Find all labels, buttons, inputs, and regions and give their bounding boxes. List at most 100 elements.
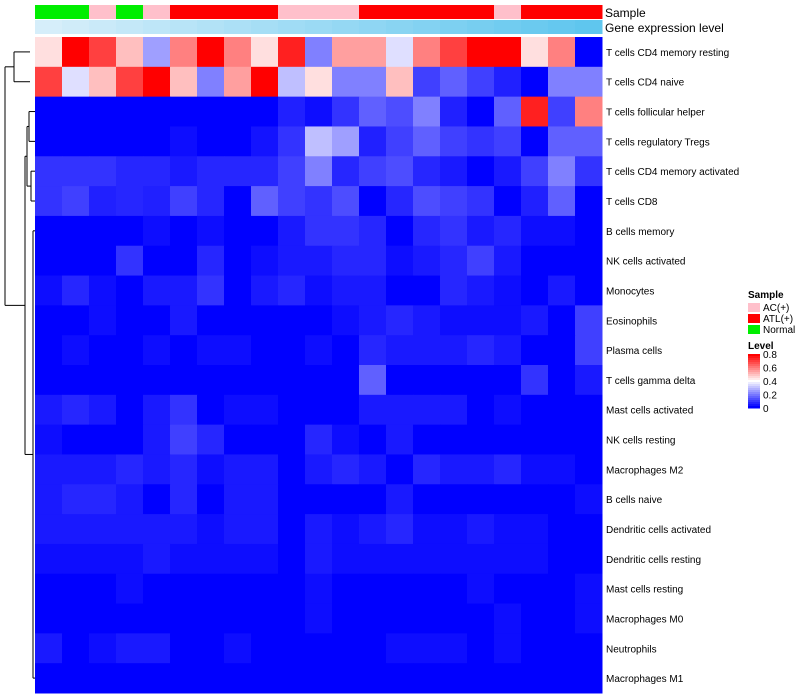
heatmap-cell bbox=[521, 156, 549, 187]
heatmap-cell bbox=[413, 96, 441, 127]
heatmap-cell bbox=[197, 663, 225, 694]
heatmap-cell bbox=[575, 633, 603, 664]
heatmap-cell bbox=[440, 633, 468, 664]
sample-annotation-cell bbox=[116, 5, 144, 19]
heatmap-cell bbox=[278, 543, 306, 575]
heatmap-cell bbox=[305, 156, 333, 187]
row-label: T cells regulatory Tregs bbox=[606, 137, 710, 148]
heatmap-cell bbox=[440, 484, 468, 515]
heatmap-cell bbox=[359, 543, 387, 575]
heatmap-cell bbox=[494, 424, 522, 455]
heatmap-cell bbox=[62, 543, 90, 575]
heatmap-cell bbox=[62, 305, 90, 336]
heatmap-cell bbox=[386, 484, 414, 515]
expression-annotation-cell bbox=[440, 20, 468, 34]
legend-level-gradient-step bbox=[748, 402, 760, 405]
legend-level-gradient-step bbox=[748, 372, 760, 375]
heatmap-cell bbox=[548, 603, 576, 634]
heatmap-cell bbox=[170, 96, 198, 127]
heatmap-cell bbox=[575, 66, 603, 98]
row-label: Mast cells activated bbox=[606, 406, 693, 417]
heatmap-cell bbox=[143, 424, 171, 455]
heatmap-cell bbox=[170, 126, 198, 157]
heatmap-cell bbox=[332, 37, 360, 68]
heatmap-cell bbox=[359, 394, 387, 426]
heatmap-cell bbox=[224, 245, 252, 277]
heatmap-cell bbox=[224, 514, 252, 545]
sample-annotation-cell bbox=[386, 5, 414, 19]
heatmap-cell bbox=[467, 514, 495, 545]
heatmap-cell bbox=[35, 275, 63, 306]
heatmap-cell bbox=[386, 335, 414, 366]
heatmap-cell bbox=[35, 424, 63, 455]
heatmap-cell bbox=[548, 186, 576, 217]
heatmap-cell bbox=[386, 514, 414, 545]
heatmap-cell bbox=[575, 96, 603, 127]
heatmap-cell bbox=[494, 543, 522, 575]
heatmap-cell bbox=[251, 633, 279, 664]
heatmap-cell bbox=[413, 484, 441, 515]
heatmap-cell bbox=[575, 573, 603, 605]
heatmap-cell bbox=[89, 96, 117, 127]
heatmap-cell bbox=[332, 66, 360, 98]
expression-annotation-cell bbox=[251, 20, 279, 34]
heatmap-cell bbox=[35, 394, 63, 426]
heatmap-cell bbox=[305, 603, 333, 634]
heatmap-cell bbox=[89, 424, 117, 455]
heatmap-cell bbox=[359, 663, 387, 694]
sample-annotation-cell bbox=[494, 5, 522, 19]
heatmap-cell bbox=[548, 424, 576, 455]
heatmap-cell bbox=[332, 275, 360, 306]
legend-level-gradient-step bbox=[748, 364, 760, 367]
legend-sample-title: Sample bbox=[748, 290, 784, 301]
heatmap-cell bbox=[35, 454, 63, 485]
heatmap-cell bbox=[440, 215, 468, 247]
row-label: T cells CD4 memory activated bbox=[606, 167, 739, 178]
heatmap-cell bbox=[89, 305, 117, 336]
legend-level-gradient-step bbox=[748, 380, 760, 383]
expression-annotation-cell bbox=[494, 20, 522, 34]
heatmap-cell bbox=[332, 245, 360, 277]
heatmap-cell bbox=[89, 454, 117, 485]
heatmap-cell bbox=[575, 394, 603, 426]
heatmap-cell bbox=[170, 335, 198, 366]
legend-level-gradient-step bbox=[748, 382, 760, 385]
heatmap-cell bbox=[494, 37, 522, 68]
heatmap-cell bbox=[224, 156, 252, 187]
heatmap-cell bbox=[305, 484, 333, 515]
expression-annotation-cell bbox=[305, 20, 333, 34]
heatmap-cell bbox=[467, 335, 495, 366]
heatmap-cell bbox=[440, 394, 468, 426]
legend-level: Level 0.8 0.6 0.4 0.2 0 bbox=[748, 341, 777, 415]
heatmap-cell bbox=[143, 215, 171, 247]
heatmap-cell bbox=[467, 663, 495, 694]
heatmap-cell bbox=[521, 365, 549, 396]
heatmap-cell bbox=[116, 245, 144, 277]
expression-annotation-cell bbox=[116, 20, 144, 34]
heatmap-cell bbox=[224, 305, 252, 336]
heatmap-cell bbox=[548, 156, 576, 187]
heatmap-cells bbox=[35, 37, 603, 694]
heatmap-cell bbox=[143, 186, 171, 217]
heatmap-cell bbox=[89, 603, 117, 634]
heatmap-cell bbox=[386, 156, 414, 187]
heatmap-cell bbox=[548, 96, 576, 127]
heatmap-cell bbox=[89, 335, 117, 366]
heatmap-cell bbox=[521, 66, 549, 98]
expression-annotation-cell bbox=[332, 20, 360, 34]
expression-annotation-cell bbox=[224, 20, 252, 34]
heatmap-cell bbox=[386, 573, 414, 605]
heatmap-cell bbox=[170, 543, 198, 575]
expression-annotation-cell bbox=[386, 20, 414, 34]
heatmap-cell bbox=[278, 573, 306, 605]
heatmap-cell bbox=[521, 215, 549, 247]
heatmap-cell bbox=[521, 484, 549, 515]
heatmap-cell bbox=[224, 603, 252, 634]
heatmap-cell bbox=[89, 394, 117, 426]
heatmap-cell bbox=[494, 156, 522, 187]
row-label: B cells memory bbox=[606, 227, 674, 238]
row-label: Eosinophils bbox=[606, 316, 657, 327]
expression-annotation-cell bbox=[278, 20, 306, 34]
heatmap-cell bbox=[521, 335, 549, 366]
